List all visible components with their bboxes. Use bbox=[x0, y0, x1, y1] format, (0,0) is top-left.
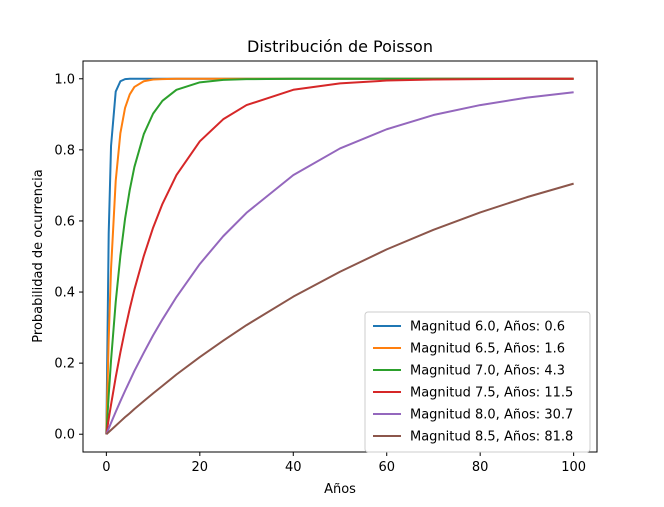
series-line-5 bbox=[105, 182, 574, 435]
series-line-2 bbox=[105, 77, 574, 435]
legend-label-1: Magnitud 6.5, Años: 1.6 bbox=[410, 342, 565, 357]
x-tick-label: 100 bbox=[561, 460, 586, 475]
y-tick-label: 1.0 bbox=[54, 72, 75, 87]
series-line-4 bbox=[105, 91, 574, 435]
y-tick-label: 0.0 bbox=[54, 428, 75, 443]
y-tick-label: 0.4 bbox=[54, 286, 75, 301]
legend-label-0: Magnitud 6.0, Años: 0.6 bbox=[410, 320, 565, 335]
x-tick-label: 0 bbox=[102, 460, 110, 475]
x-tick-label: 40 bbox=[285, 460, 302, 475]
legend-label-3: Magnitud 7.5, Años: 11.5 bbox=[410, 386, 573, 401]
x-axis-label: Años bbox=[324, 482, 356, 497]
plot-lines bbox=[105, 77, 574, 435]
legend-label-5: Magnitud 8.5, Años: 81.8 bbox=[410, 430, 573, 445]
x-tick-label: 20 bbox=[192, 460, 209, 475]
x-axis-ticks: 0 20 40 60 80 100 bbox=[102, 452, 586, 475]
y-tick-label: 0.2 bbox=[54, 357, 75, 372]
x-tick-label: 60 bbox=[378, 460, 395, 475]
legend: Magnitud 6.0, Años: 0.6 Magnitud 6.5, Año… bbox=[364, 311, 591, 453]
x-tick-label: 80 bbox=[472, 460, 489, 475]
chart-title: Distribución de Poisson bbox=[247, 37, 433, 56]
series-line-3 bbox=[105, 77, 574, 435]
y-axis-ticks: 0.0 0.2 0.4 0.6 0.8 1.0 bbox=[54, 72, 83, 443]
legend-box bbox=[364, 311, 591, 453]
y-tick-label: 0.6 bbox=[54, 214, 75, 229]
legend-label-4: Magnitud 8.0, Años: 30.7 bbox=[410, 408, 573, 423]
legend-label-2: Magnitud 7.0, Años: 4.3 bbox=[410, 364, 565, 379]
plot-frame bbox=[82, 60, 598, 453]
y-axis-label: Probabilidad de ocurrencia bbox=[31, 169, 46, 342]
y-tick-label: 0.8 bbox=[54, 143, 75, 158]
